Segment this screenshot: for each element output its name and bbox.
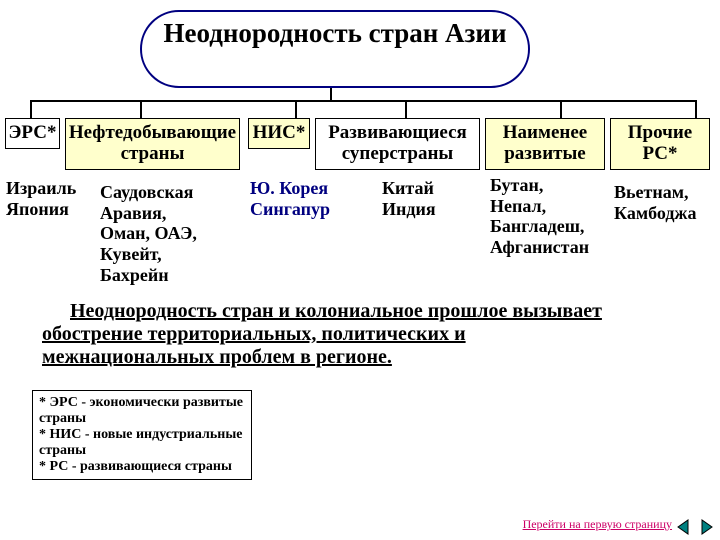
example-text-2: Ю. Корея Сингапур xyxy=(250,178,330,219)
example-text-1: Саудовская Аравия, Оман, ОАЭ, Кувейт, Ба… xyxy=(100,182,240,285)
nav-arrows xyxy=(676,518,714,536)
footer-link-text: Перейти на первую страницу xyxy=(523,517,672,531)
category-box-5: Прочие РС* xyxy=(610,118,710,170)
first-page-link[interactable]: Перейти на первую страницу xyxy=(523,517,672,532)
title-box: Неоднородность стран Азии xyxy=(140,10,530,88)
example-text-3: Китай Индия xyxy=(382,178,436,219)
title-text: Неоднородность стран Азии xyxy=(163,18,506,48)
footnote-text: * ЭРС - экономически развитые страны * Н… xyxy=(39,395,243,474)
prev-arrow-icon[interactable] xyxy=(676,518,694,536)
example-text-5: Вьетнам, Камбоджа xyxy=(614,182,696,223)
category-box-1: Нефтедобывающие страны xyxy=(65,118,240,170)
example-text-0: Израиль Япония xyxy=(6,178,76,219)
summary-text: Неоднородность стран и колониальное прош… xyxy=(42,300,622,369)
category-box-2: НИС* xyxy=(248,118,310,149)
example-text-4: Бутан, Непал, Бангладеш, Афганистан xyxy=(490,175,589,258)
category-box-0: ЭРС* xyxy=(5,118,60,149)
category-box-3: Развивающиеся суперстраны xyxy=(315,118,480,170)
next-arrow-icon[interactable] xyxy=(696,518,714,536)
summary-content: Неоднородность стран и колониальное прош… xyxy=(42,300,602,368)
footnote-box: * ЭРС - экономически развитые страны * Н… xyxy=(32,390,252,480)
category-box-4: Наименее развитые xyxy=(485,118,605,170)
